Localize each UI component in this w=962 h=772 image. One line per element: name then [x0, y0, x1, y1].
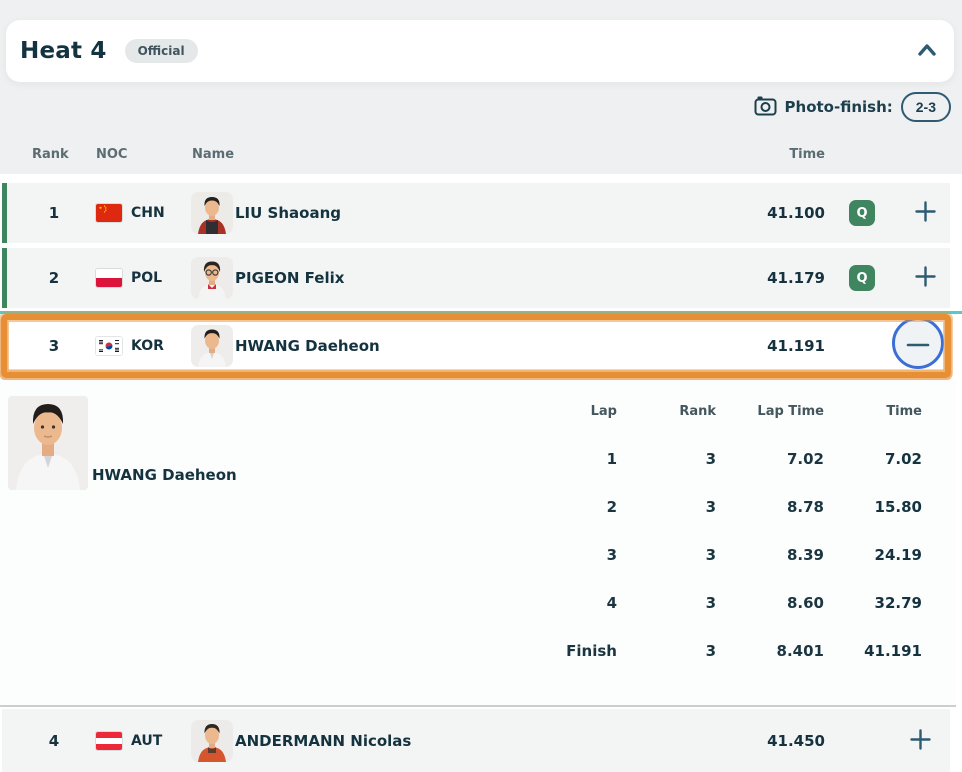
cumulative-time: 41.191 [864, 642, 922, 660]
athlete-name: LIU Shaoang [235, 204, 341, 222]
lap-rank: 3 [705, 594, 716, 612]
qualified-badge: Q [849, 200, 875, 226]
column-rank: Rank [32, 147, 69, 162]
collapse-panel-button[interactable] [914, 40, 940, 62]
lap-time: 8.78 [786, 498, 824, 516]
status-badge: Official [124, 39, 198, 63]
rank-value: 4 [48, 731, 60, 750]
athlete-photo-large [8, 396, 88, 490]
rank-value: 1 [48, 204, 60, 222]
column-noc: NOC [96, 147, 128, 162]
noc-code: CHN [131, 205, 165, 221]
athlete-name: PIGEON Felix [235, 269, 345, 287]
collapse-row-button[interactable] [892, 317, 944, 369]
cumulative-time: 32.79 [874, 594, 922, 612]
heat-header: Heat 4 Official [6, 20, 954, 82]
lap-time: 8.39 [786, 546, 824, 564]
chevron-up-icon [916, 42, 938, 61]
athlete-name: ANDERMANN Nicolas [235, 731, 412, 750]
time-value: 41.191 [767, 337, 825, 355]
athlete-avatar [191, 719, 233, 762]
expand-row-button[interactable] [906, 727, 934, 755]
noc-code: AUT [131, 732, 163, 749]
expand-row-button[interactable] [911, 199, 939, 227]
minus-icon [906, 336, 930, 351]
expand-row-button[interactable] [911, 264, 939, 292]
heat-title: Heat 4 [20, 38, 107, 64]
photo-finish: Photo-finish: 2-3 [754, 89, 951, 125]
flag-pol-icon [96, 269, 122, 287]
rank-value: 3 [48, 337, 60, 355]
qualified-badge: Q [849, 265, 875, 291]
lap-rank: 3 [705, 450, 716, 468]
lap-number: 4 [606, 594, 617, 612]
time-value: 41.100 [767, 204, 825, 222]
lap-number: Finish [566, 642, 617, 660]
lap-rank: 3 [705, 546, 716, 564]
lap-column-lap-time: Lap Time [757, 404, 824, 419]
table-row: 2 POL PIGEON Felix 41.179 Q [2, 248, 950, 308]
lap-rank: 3 [705, 642, 716, 660]
athlete-name: HWANG Daeheon [235, 337, 380, 355]
lap-column-lap: Lap [590, 404, 617, 419]
camera-icon [754, 95, 777, 120]
lap-number: 2 [606, 498, 617, 516]
lap-detail-section: HWANG Daeheon Lap Rank Lap Time Time 1 3… [0, 380, 956, 707]
plus-icon [914, 266, 936, 290]
flag-aut-icon [96, 731, 122, 750]
time-value: 41.450 [767, 731, 825, 750]
column-name: Name [192, 147, 235, 162]
lap-number: 3 [606, 546, 617, 564]
plus-icon [914, 201, 936, 225]
table-row: 4 AUT ANDERMANN Nicolas 41.450 [2, 709, 950, 772]
table-header-row: Rank NOC Name Time [0, 147, 962, 165]
cumulative-time: 15.80 [874, 498, 922, 516]
lap-column-rank: Rank [679, 404, 716, 419]
table-row-highlighted: 3 KOR HWANG Daeheon 41.191 [8, 317, 944, 372]
lap-athlete-name: HWANG Daeheon [92, 466, 237, 484]
cumulative-time: 24.19 [874, 546, 922, 564]
lap-column-time: Time [886, 404, 922, 419]
time-value: 41.179 [767, 269, 825, 287]
table-row: 1 CHN LIU Shaoang 41.100 Q [2, 183, 950, 243]
lap-time: 7.02 [786, 450, 824, 468]
highlight-divider [0, 311, 962, 314]
lap-time: 8.401 [776, 642, 824, 660]
noc-code: KOR [131, 338, 164, 354]
cumulative-time: 7.02 [884, 450, 922, 468]
flag-chn-icon [96, 204, 122, 222]
rank-value: 2 [48, 269, 60, 287]
noc-code: POL [131, 270, 163, 286]
plus-icon [909, 728, 931, 753]
lap-time: 8.60 [786, 594, 824, 612]
flag-kor-icon [96, 337, 122, 355]
athlete-avatar [191, 325, 233, 367]
athlete-avatar [191, 192, 233, 234]
lap-rank: 3 [705, 498, 716, 516]
photo-finish-value-badge[interactable]: 2-3 [900, 92, 951, 122]
athlete-avatar [191, 257, 233, 299]
lap-number: 1 [606, 450, 617, 468]
column-time: Time [789, 147, 825, 162]
photo-finish-label: Photo-finish: [784, 98, 893, 116]
